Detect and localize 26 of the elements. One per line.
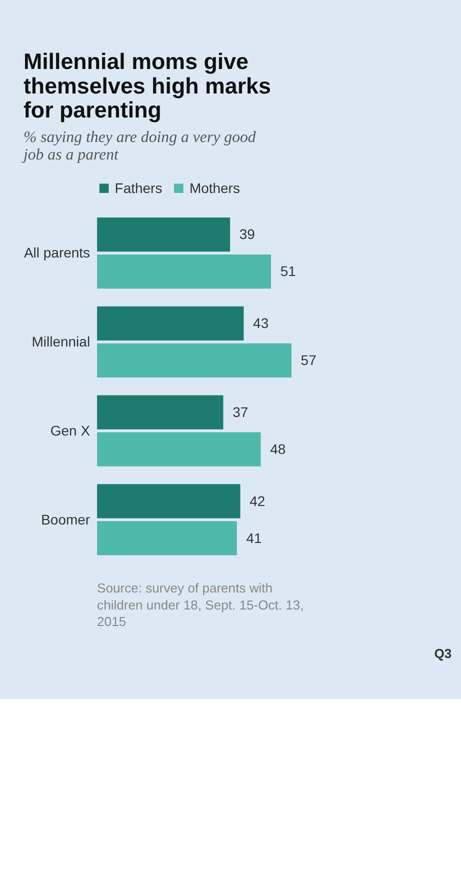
data-label: 43 — [253, 315, 269, 332]
data-label: 48 — [270, 440, 286, 457]
data-label: 42 — [250, 492, 266, 509]
text: Q3 — [434, 646, 452, 661]
legend-label: Mothers — [189, 180, 240, 196]
bar — [97, 217, 230, 252]
y-tick-label: Millennial — [32, 334, 90, 350]
y-tick-label: Boomer — [41, 511, 90, 528]
legend-label: Fathers — [114, 180, 162, 196]
bar — [97, 432, 261, 466]
data-label: 39 — [239, 226, 256, 242]
data-label: 57 — [300, 352, 317, 368]
data-label: 37 — [232, 404, 248, 420]
y-tick-label: Gen X — [50, 422, 91, 438]
bar — [97, 343, 292, 378]
bar — [97, 395, 224, 430]
y-tick-label: All parents — [24, 244, 90, 261]
bar — [97, 484, 240, 518]
source-note: Source: survey of parents with children under 18, Sept. 15-Oct. 13, 2015 — [97, 580, 304, 630]
bar — [97, 521, 237, 556]
data-label: 41 — [246, 530, 262, 546]
data-label: 51 — [280, 263, 296, 280]
bar — [97, 306, 244, 340]
bar — [97, 254, 272, 289]
chart-subtitle: % saying they are doing a very good job as a parent — [21, 128, 256, 164]
chart-title: Millennial moms give themselves high marks for parenting — [23, 49, 271, 123]
